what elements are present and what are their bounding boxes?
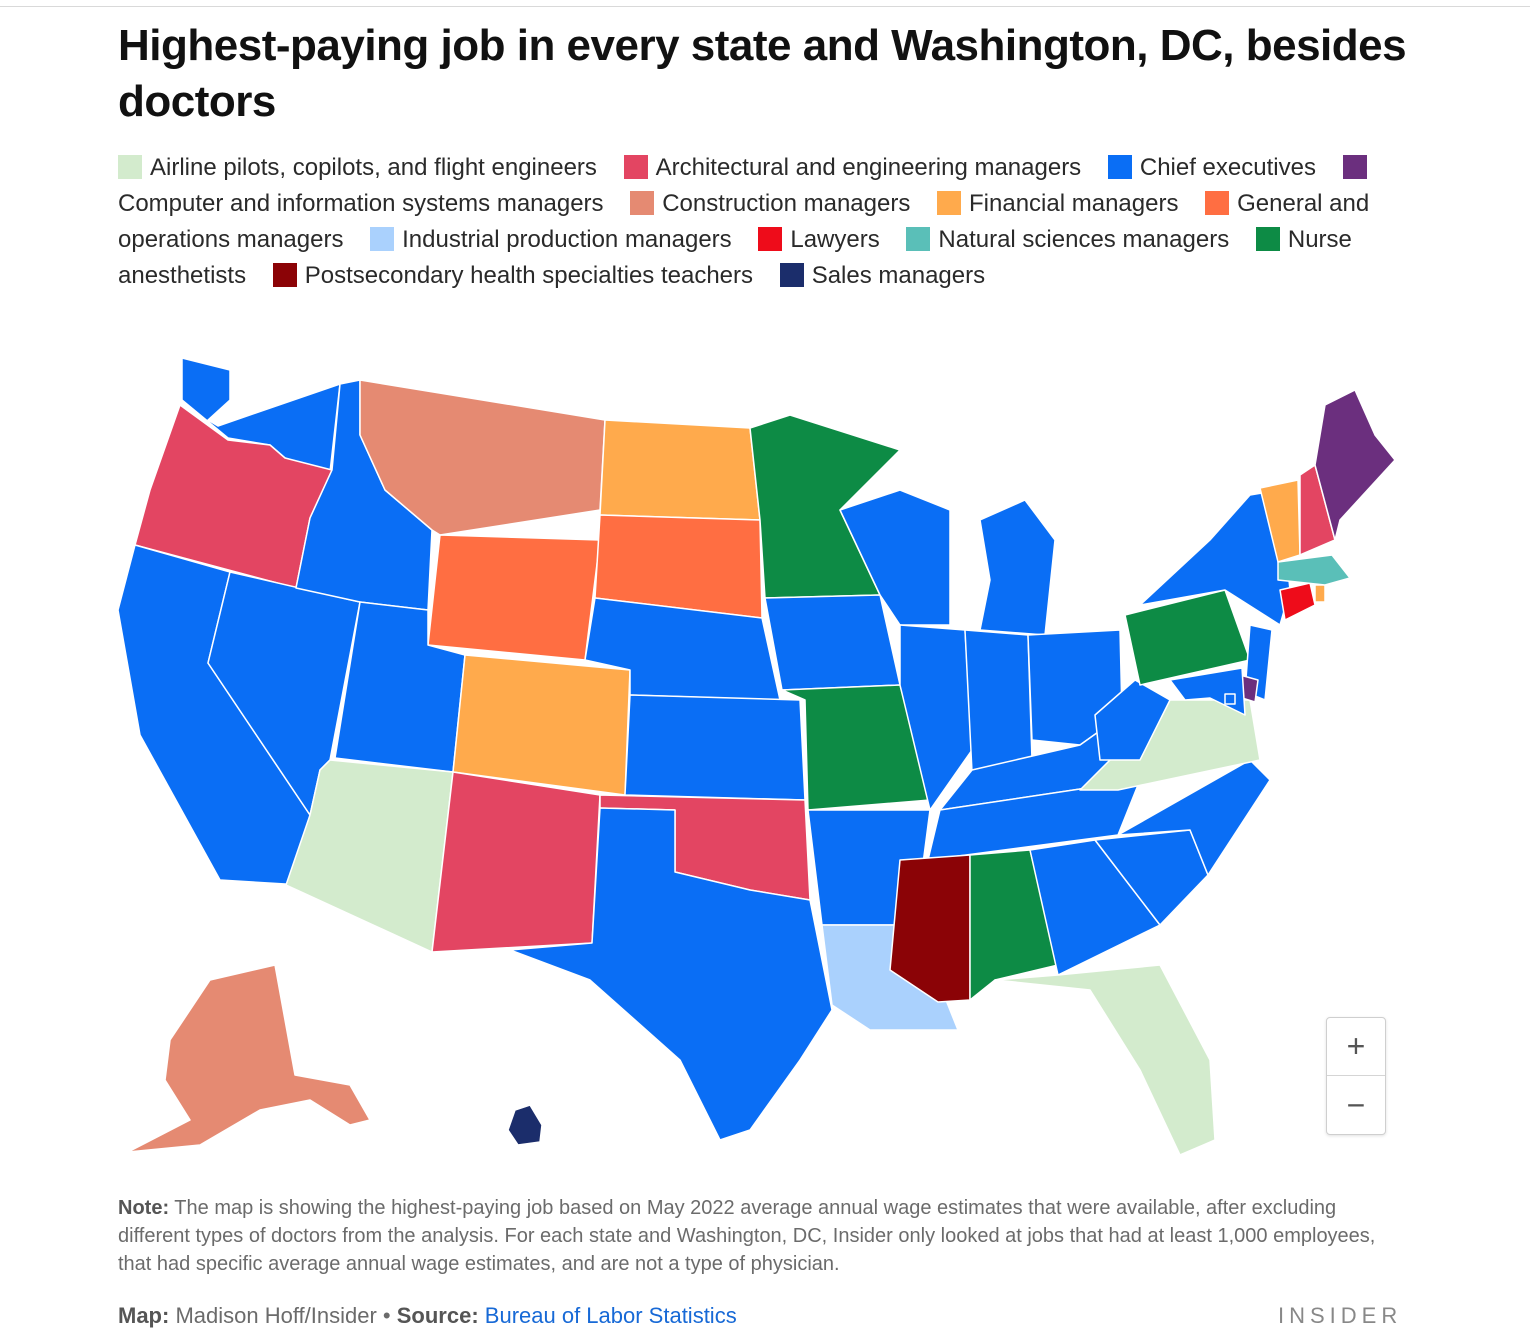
legend-item: Chief executives (1107, 154, 1316, 181)
legend-swatch (1255, 227, 1280, 251)
state-hawaii[interactable] (507, 1104, 543, 1146)
state-new-mexico[interactable] (431, 771, 601, 953)
legend-label: Sales managers (811, 262, 986, 289)
legend-swatch (758, 227, 783, 251)
legend-swatch (1107, 155, 1132, 179)
state-wisconsin[interactable] (839, 489, 951, 626)
map-credit-label: Map: (118, 1303, 170, 1328)
legend-swatch (370, 227, 395, 251)
state-indiana[interactable] (964, 629, 1033, 773)
state-north-carolina[interactable] (1117, 759, 1271, 876)
state-colorado[interactable] (452, 654, 631, 796)
legend-item: Computer and information systems manager… (118, 154, 1375, 217)
state-connecticut[interactable] (1279, 582, 1316, 621)
legend-item: Sales managers (779, 262, 986, 289)
state-alaska[interactable] (127, 964, 371, 1153)
state-texas[interactable] (509, 807, 833, 1141)
legend-item: Postsecondary health specialties teacher… (272, 262, 754, 289)
state-north-dakota[interactable] (599, 419, 761, 521)
state-washington-dc[interactable] (1224, 693, 1236, 705)
zoom-out-button[interactable]: − (1346, 1086, 1366, 1123)
top-rule (0, 6, 1530, 7)
legend-swatch (118, 155, 142, 179)
state-michigan[interactable] (979, 499, 1056, 636)
state-rhode-island[interactable] (1314, 584, 1326, 603)
legend-swatch (623, 155, 648, 179)
legend-item: Natural sciences managers (906, 226, 1229, 253)
legend-label: Computer and information systems manager… (118, 190, 604, 217)
state-washington[interactable] (181, 357, 341, 473)
legend-label: Chief executives (1139, 154, 1316, 181)
state-maine[interactable] (1314, 389, 1396, 541)
legend-item: Financial managers (937, 190, 1178, 217)
legend-item: Construction managers (630, 190, 910, 217)
state-kansas[interactable] (624, 694, 806, 801)
state-missouri[interactable] (781, 684, 931, 811)
legend-swatch (1342, 155, 1367, 179)
source-label: Source: (396, 1303, 479, 1328)
map-credit-author: Madison Hoff/Insider • (169, 1303, 397, 1328)
state-wyoming[interactable] (427, 534, 601, 661)
legend-swatch (937, 191, 962, 215)
legend-item: Airline pilots, copilots, and flight eng… (118, 154, 597, 181)
state-mississippi[interactable] (889, 854, 971, 1003)
page-title: Highest-paying job in every state and Wa… (118, 21, 1407, 126)
legend-label: Natural sciences managers (938, 226, 1230, 253)
legend-label: Construction managers (662, 190, 911, 217)
zoom-in-button[interactable]: + (1327, 1018, 1385, 1076)
us-map[interactable] (110, 340, 1410, 1170)
legend-label: General and operations managers (118, 190, 1370, 253)
source-link[interactable]: Bureau of Labor Statistics (484, 1303, 737, 1328)
legend-item: General and operations managers (118, 190, 1369, 253)
legend-label: Postsecondary health specialties teacher… (304, 262, 754, 289)
legend-swatch (1205, 191, 1230, 215)
legend-label: Nurse anesthetists (118, 226, 1352, 289)
note: Note: The map is showing the highest-pay… (118, 1194, 1408, 1278)
legend-item: Nurse anesthetists (118, 226, 1352, 289)
legend-swatch (630, 191, 655, 215)
note-text: The map is showing the highest-paying jo… (118, 1197, 1376, 1275)
legend-label: Industrial production managers (402, 226, 732, 253)
legend-item: Industrial production managers (370, 226, 732, 253)
legend-swatch (906, 227, 931, 251)
state-west-virginia[interactable] (1094, 679, 1171, 761)
legend-label: Lawyers (790, 226, 880, 253)
legend-label: Architectural and engineering managers (655, 154, 1082, 181)
state-illinois[interactable] (899, 624, 973, 811)
credits: Map: Madison Hoff/Insider • Source: Bure… (118, 1302, 737, 1330)
legend-item: Lawyers (758, 226, 880, 253)
state-florida[interactable] (994, 964, 1216, 1156)
legend: Airline pilots, copilots, and flight eng… (118, 150, 1378, 294)
legend-swatch (779, 263, 804, 287)
note-label: Note: (118, 1197, 170, 1219)
state-iowa[interactable] (764, 594, 901, 691)
insider-logo: INSIDER (1278, 1303, 1403, 1328)
zoom-control: + − (1326, 1017, 1386, 1135)
legend-swatch (272, 263, 297, 287)
legend-label: Financial managers (969, 190, 1179, 217)
state-massachusetts[interactable] (1277, 554, 1351, 586)
state-alabama[interactable] (969, 849, 1059, 1001)
legend-label: Airline pilots, copilots, and flight eng… (150, 154, 597, 181)
legend-item: Architectural and engineering managers (623, 154, 1082, 181)
